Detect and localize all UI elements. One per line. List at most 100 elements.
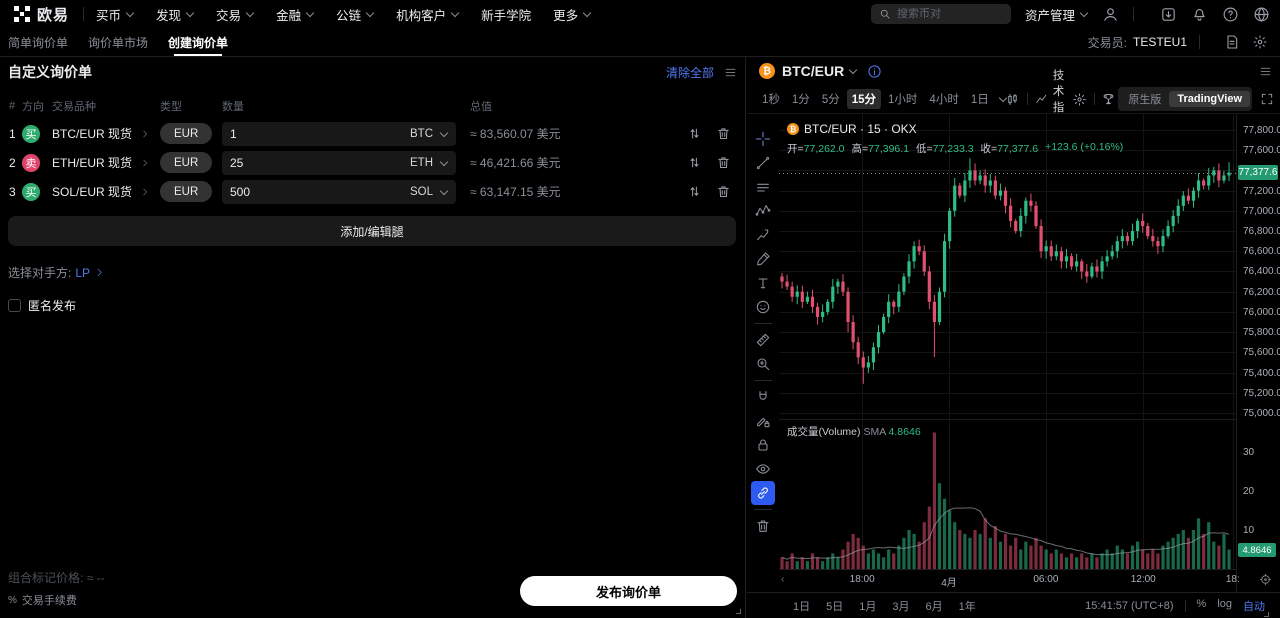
nav-item-买币[interactable]: 买币 bbox=[96, 5, 134, 24]
trash-icon[interactable] bbox=[716, 155, 731, 170]
search-input[interactable] bbox=[896, 8, 997, 20]
tab-创建询价单[interactable]: 创建询价单 bbox=[168, 28, 228, 56]
resize-handle[interactable] bbox=[1264, 612, 1269, 617]
panel-menu-icon[interactable] bbox=[724, 66, 737, 79]
interval-15分[interactable]: 15分 bbox=[846, 89, 882, 109]
toggle-原生版[interactable]: 原生版 bbox=[1128, 94, 1162, 106]
trash-icon[interactable] bbox=[716, 184, 731, 199]
info-icon[interactable] bbox=[867, 64, 882, 79]
chart-menu-icon[interactable] bbox=[1259, 65, 1272, 78]
compare-icon[interactable] bbox=[1101, 92, 1116, 107]
ruler-tool[interactable] bbox=[751, 328, 775, 352]
price-axis[interactable]: 77,377.6 4.8646 77,800.0 77,600.0 77,200.0… bbox=[1236, 114, 1280, 592]
chart-settings-icon[interactable] bbox=[1072, 92, 1087, 107]
trend-line-tool[interactable] bbox=[751, 151, 775, 175]
zoom-in-tool[interactable] bbox=[751, 352, 775, 376]
pair-selector[interactable]: ETH/EUR 现货 bbox=[52, 154, 160, 171]
interval-1分[interactable]: 1分 bbox=[791, 94, 810, 106]
type-pill[interactable]: EUR bbox=[160, 123, 213, 144]
range-6月[interactable]: 6月 bbox=[925, 600, 943, 613]
nav-item-新手学院[interactable]: 新手学院 bbox=[481, 5, 531, 24]
nav-item-交易[interactable]: 交易 bbox=[216, 5, 254, 24]
language-globe-icon[interactable] bbox=[1253, 6, 1270, 23]
amount-input[interactable] bbox=[230, 184, 410, 199]
text-tool[interactable] bbox=[751, 271, 775, 295]
clear-all-button[interactable]: 清除全部 bbox=[665, 65, 714, 80]
counterparty-value[interactable]: LP bbox=[75, 265, 91, 280]
okx-logo[interactable]: 欧易 bbox=[14, 4, 69, 25]
swap-icon[interactable] bbox=[687, 155, 702, 170]
swap-icon[interactable] bbox=[687, 184, 702, 199]
unit-selector[interactable]: SOL bbox=[410, 186, 448, 198]
nav-item-发现[interactable]: 发现 bbox=[156, 5, 194, 24]
tab-询价单市场[interactable]: 询价单市场 bbox=[88, 35, 149, 50]
resize-handle[interactable] bbox=[736, 609, 741, 614]
interval-5分[interactable]: 5分 bbox=[821, 94, 840, 106]
amount-field[interactable]: SOL bbox=[222, 179, 456, 204]
nav-item-更多[interactable]: 更多 bbox=[553, 5, 591, 24]
settings-gear-icon[interactable] bbox=[1252, 34, 1268, 50]
scale-%[interactable]: % bbox=[1196, 597, 1207, 610]
notifications-icon[interactable] bbox=[1191, 6, 1208, 23]
add-edit-legs-button[interactable]: 添加/编辑腿 bbox=[8, 216, 736, 246]
lock-tool[interactable] bbox=[751, 433, 775, 457]
forecast-tool[interactable] bbox=[751, 223, 775, 247]
swap-icon[interactable] bbox=[687, 126, 702, 141]
tab-简单询价单[interactable]: 简单询价单 bbox=[8, 35, 69, 50]
amount-field[interactable]: BTC bbox=[222, 121, 456, 146]
amount-field[interactable]: ETH bbox=[222, 150, 456, 175]
toggle-TradingView[interactable]: TradingView bbox=[1169, 91, 1250, 107]
anonymous-checkbox[interactable] bbox=[8, 299, 21, 312]
range-1日[interactable]: 1日 bbox=[793, 600, 811, 613]
nav-item-公链[interactable]: 公链 bbox=[336, 5, 374, 24]
order-history-icon[interactable] bbox=[1224, 34, 1240, 50]
trash-icon[interactable] bbox=[716, 126, 731, 141]
nav-item-金融[interactable]: 金融 bbox=[276, 5, 314, 24]
chevron-right-icon[interactable] bbox=[140, 187, 150, 197]
pair-selector[interactable]: SOL/EUR 现货 bbox=[52, 183, 160, 200]
user-icon[interactable] bbox=[1102, 6, 1119, 23]
type-pill[interactable]: EUR bbox=[160, 181, 213, 202]
chart-symbol[interactable]: BTC/EUR bbox=[782, 63, 845, 79]
publish-rfq-button[interactable]: 发布询价单 bbox=[520, 576, 737, 606]
interval-1日[interactable]: 1日 bbox=[970, 94, 989, 106]
draw-lock-tool[interactable] bbox=[751, 409, 775, 433]
unit-selector[interactable]: BTC bbox=[410, 128, 448, 140]
download-app-icon[interactable] bbox=[1160, 6, 1177, 23]
scale-自动[interactable]: 自动 bbox=[1243, 600, 1265, 613]
type-pill[interactable]: EUR bbox=[160, 152, 213, 173]
help-icon[interactable] bbox=[1222, 6, 1239, 23]
link-tool[interactable] bbox=[751, 481, 775, 505]
chevron-right-icon[interactable] bbox=[140, 129, 150, 139]
amount-input[interactable] bbox=[230, 126, 410, 141]
time-axis[interactable]: ‹ 18:00 4月 06:00 12:00 18: bbox=[779, 569, 1272, 591]
crosshair-tool[interactable] bbox=[751, 127, 775, 151]
anonymous-option[interactable]: 匿名发布 bbox=[8, 297, 745, 314]
unit-selector[interactable]: ETH bbox=[410, 157, 448, 169]
pair-selector[interactable]: BTC/EUR 现货 bbox=[52, 125, 160, 142]
range-5日[interactable]: 5日 bbox=[826, 600, 844, 613]
interval-4小时[interactable]: 4小时 bbox=[929, 94, 959, 106]
candle-style-icon[interactable] bbox=[1005, 92, 1020, 107]
chevron-down-icon[interactable] bbox=[999, 95, 1001, 103]
eye-tool[interactable] bbox=[751, 457, 775, 481]
range-1年[interactable]: 1年 bbox=[958, 600, 976, 613]
brush-tool[interactable] bbox=[751, 247, 775, 271]
search-box[interactable] bbox=[870, 4, 1011, 24]
magnet-tool[interactable] bbox=[751, 385, 775, 409]
assets-menu[interactable]: 资产管理 bbox=[1025, 5, 1088, 24]
candlestick-chart[interactable] bbox=[779, 114, 1236, 569]
scale-log[interactable]: log bbox=[1217, 597, 1232, 610]
range-1月[interactable]: 1月 bbox=[859, 600, 877, 613]
xabcd-pattern-tool[interactable] bbox=[751, 199, 775, 223]
scroll-left-arrow[interactable]: ‹ bbox=[781, 574, 785, 585]
parallel-lines-tool[interactable] bbox=[751, 175, 775, 199]
fullscreen-icon[interactable] bbox=[1260, 92, 1274, 106]
range-3月[interactable]: 3月 bbox=[892, 600, 910, 613]
interval-1小时[interactable]: 1小时 bbox=[888, 94, 918, 106]
interval-1秒[interactable]: 1秒 bbox=[762, 94, 780, 106]
amount-input[interactable] bbox=[230, 155, 410, 170]
nav-item-机构客户[interactable]: 机构客户 bbox=[396, 5, 459, 24]
chevron-right-icon[interactable] bbox=[140, 158, 150, 168]
crosshair-target-icon[interactable] bbox=[1259, 573, 1272, 586]
